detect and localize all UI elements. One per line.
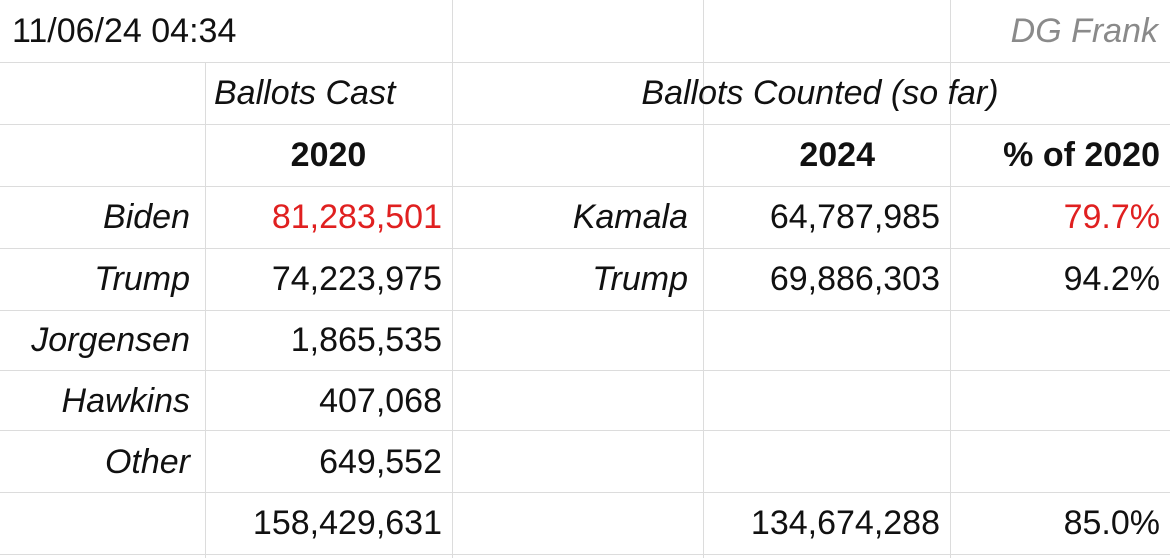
author: DG Frank xyxy=(1010,12,1158,50)
candidate-name: Trump xyxy=(592,260,688,298)
grid-line xyxy=(950,0,951,558)
grid-line xyxy=(0,492,1170,493)
percentage: 79.7% xyxy=(1063,198,1160,236)
vote-count: 649,552 xyxy=(319,443,442,481)
grid-line xyxy=(0,124,1170,125)
vote-count: 69,886,303 xyxy=(769,260,940,298)
timestamp: 11/06/24 04:34 xyxy=(12,12,237,50)
vote-count: 81,283,501 xyxy=(271,198,442,236)
vote-count: 407,068 xyxy=(319,382,442,420)
grid-line xyxy=(0,310,1170,311)
column-header: % of 2020 xyxy=(1003,136,1160,174)
percentage: 94.2% xyxy=(1063,260,1160,298)
candidate-name: Trump xyxy=(94,260,190,298)
grid-line xyxy=(703,0,704,558)
column-header: 2024 xyxy=(799,136,875,174)
candidate-name: Biden xyxy=(103,198,190,236)
column-header: 2020 xyxy=(290,136,367,174)
grid-line xyxy=(0,248,1170,249)
vote-count: 64,787,985 xyxy=(769,198,940,236)
grid-line xyxy=(0,62,1170,63)
vote-count: 1,865,535 xyxy=(290,321,442,359)
candidate-name: Other xyxy=(104,443,190,481)
vote-count: 74,223,975 xyxy=(271,260,442,298)
grid-line xyxy=(452,0,453,558)
candidate-name: Hawkins xyxy=(61,382,190,420)
candidate-name: Jorgensen xyxy=(31,321,190,359)
grid-line xyxy=(0,186,1170,187)
column-header: Ballots Counted (so far) xyxy=(641,74,999,112)
total: 158,429,631 xyxy=(252,504,442,542)
total: 85.0% xyxy=(1063,504,1160,542)
column-header: Ballots Cast xyxy=(214,74,396,112)
grid-line xyxy=(0,554,1170,555)
grid-line xyxy=(0,370,1170,371)
grid-line xyxy=(0,430,1170,431)
total: 134,674,288 xyxy=(750,504,940,542)
candidate-name: Kamala xyxy=(572,198,688,236)
